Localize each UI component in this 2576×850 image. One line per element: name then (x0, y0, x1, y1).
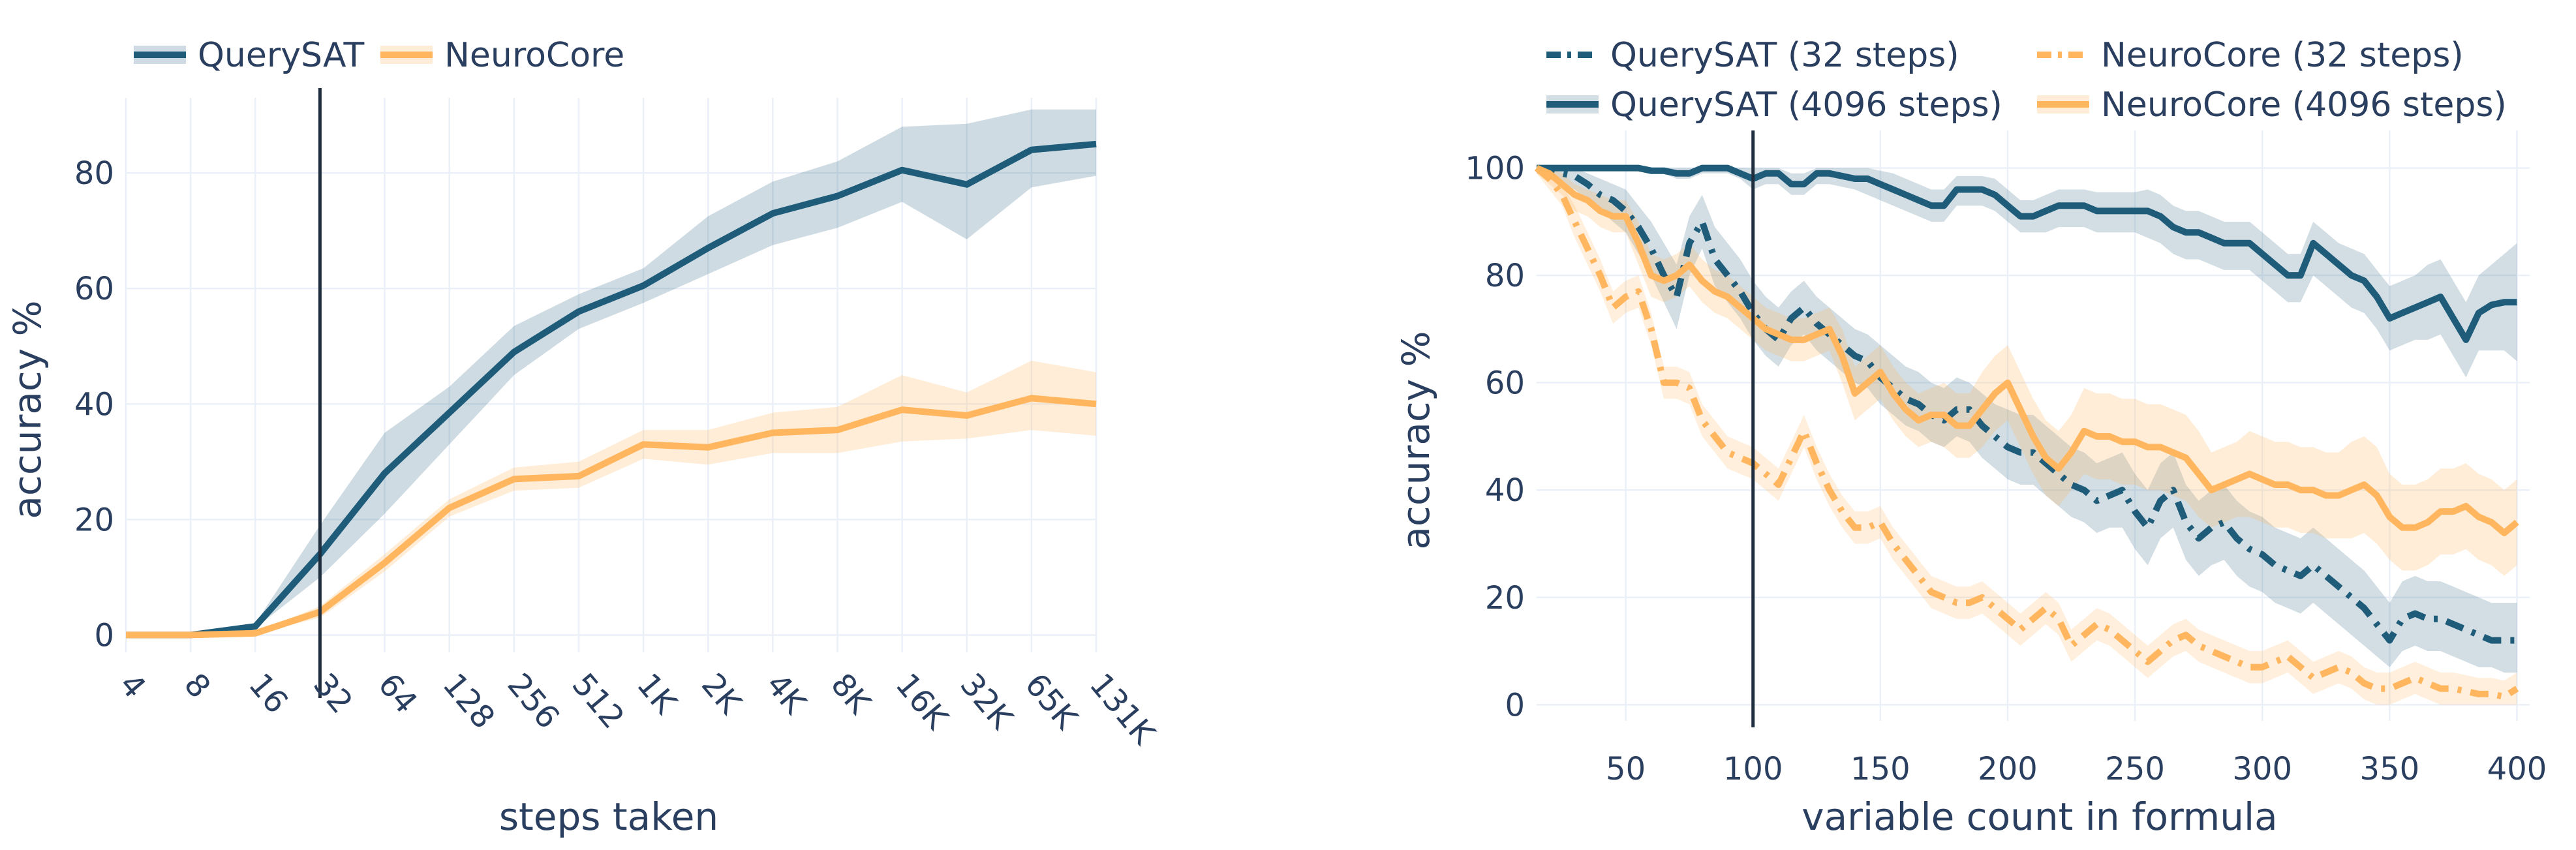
x-tick-label: 32K (953, 667, 1020, 737)
confidence-band (126, 360, 1096, 635)
x-tick-label: 256 (500, 667, 567, 736)
x-tick-label: 32 (306, 667, 360, 721)
legend-item: QuerySAT (134, 36, 365, 75)
series-line (1537, 164, 2517, 343)
legend: QuerySAT NeuroCore (134, 36, 624, 75)
x-tick-label: 65K (1018, 667, 1085, 737)
confidence-band (1537, 168, 2517, 576)
y-tick-label: 80 (1485, 258, 1525, 294)
x-axis-title: variable count in formula (1802, 795, 2277, 839)
legend-item: NeuroCore (4096 steps) (2037, 85, 2507, 125)
x-tick-label: 8K (823, 667, 878, 722)
x-tick-label: 200 (1978, 751, 2038, 787)
legend-item: NeuroCore (32 steps) (2037, 36, 2464, 75)
y-axis-title: accuracy % (1394, 331, 1438, 549)
y-tick-label: 60 (1485, 365, 1525, 402)
y-tick-label: 0 (94, 617, 114, 654)
series-line (126, 395, 1097, 639)
legend-label: QuerySAT (4096 steps) (1610, 85, 2002, 125)
x-axis-title: steps taken (499, 795, 718, 839)
legend-label: NeuroCore (4096 steps) (2101, 85, 2507, 125)
legend-label: NeuroCore (444, 36, 624, 75)
x-tick-label: 4K (759, 667, 814, 722)
legend-item: QuerySAT (32 steps) (1546, 36, 1959, 75)
y-tick-label: 40 (1485, 472, 1525, 509)
legend-label: NeuroCore (32 steps) (2101, 36, 2464, 75)
x-tick-label: 131K (1082, 667, 1163, 752)
series-line (126, 140, 1097, 639)
confidence-band (1537, 168, 2517, 378)
x-tick-label: 16K (888, 667, 955, 737)
x-tick-label: 128 (435, 667, 502, 736)
y-tick-label: 80 (74, 155, 114, 192)
y-tick-label: 20 (74, 502, 114, 538)
series-line (1534, 165, 2519, 700)
x-tick-label: 2K (694, 667, 749, 722)
y-tick-label: 0 (1505, 687, 1525, 723)
y-axis-title: accuracy % (5, 300, 50, 519)
y-tick-label: 20 (1485, 580, 1525, 616)
chart-variables: 50 100 150 200 250 300 350 400 0 20 40 60 80 100 var… (1394, 36, 2547, 839)
x-tick-label: 150 (1850, 751, 1910, 787)
x-tick-label: 50 (1606, 751, 1646, 787)
x-tick-label: 100 (1723, 751, 1783, 787)
y-tick-label: 40 (74, 386, 114, 423)
legend-label: QuerySAT (198, 36, 365, 75)
x-tick-label: 512 (565, 667, 632, 736)
legend: QuerySAT (32 steps) NeuroCore (32 steps) Q… (1546, 36, 2507, 125)
x-tick-label: 16 (241, 667, 295, 721)
x-tick-label: 8 (177, 667, 218, 705)
legend-item: NeuroCore (380, 36, 624, 75)
x-tick-label: 1K (630, 667, 684, 722)
x-tick-label: 400 (2487, 751, 2547, 787)
confidence-band (126, 109, 1096, 635)
y-tick-label: 100 (1465, 151, 1525, 187)
legend-label: QuerySAT (32 steps) (1610, 36, 1959, 75)
legend-item: QuerySAT (4096 steps) (1546, 85, 2002, 125)
x-tick-label: 350 (2360, 751, 2420, 787)
y-tick-label: 60 (74, 271, 114, 307)
x-tick-label: 64 (371, 667, 424, 721)
series-line (1535, 164, 2519, 536)
x-tick-label: 4 (112, 667, 153, 705)
x-tick-label: 250 (2105, 751, 2165, 787)
series-line (1535, 164, 2517, 644)
x-tick-label: 300 (2232, 751, 2292, 787)
